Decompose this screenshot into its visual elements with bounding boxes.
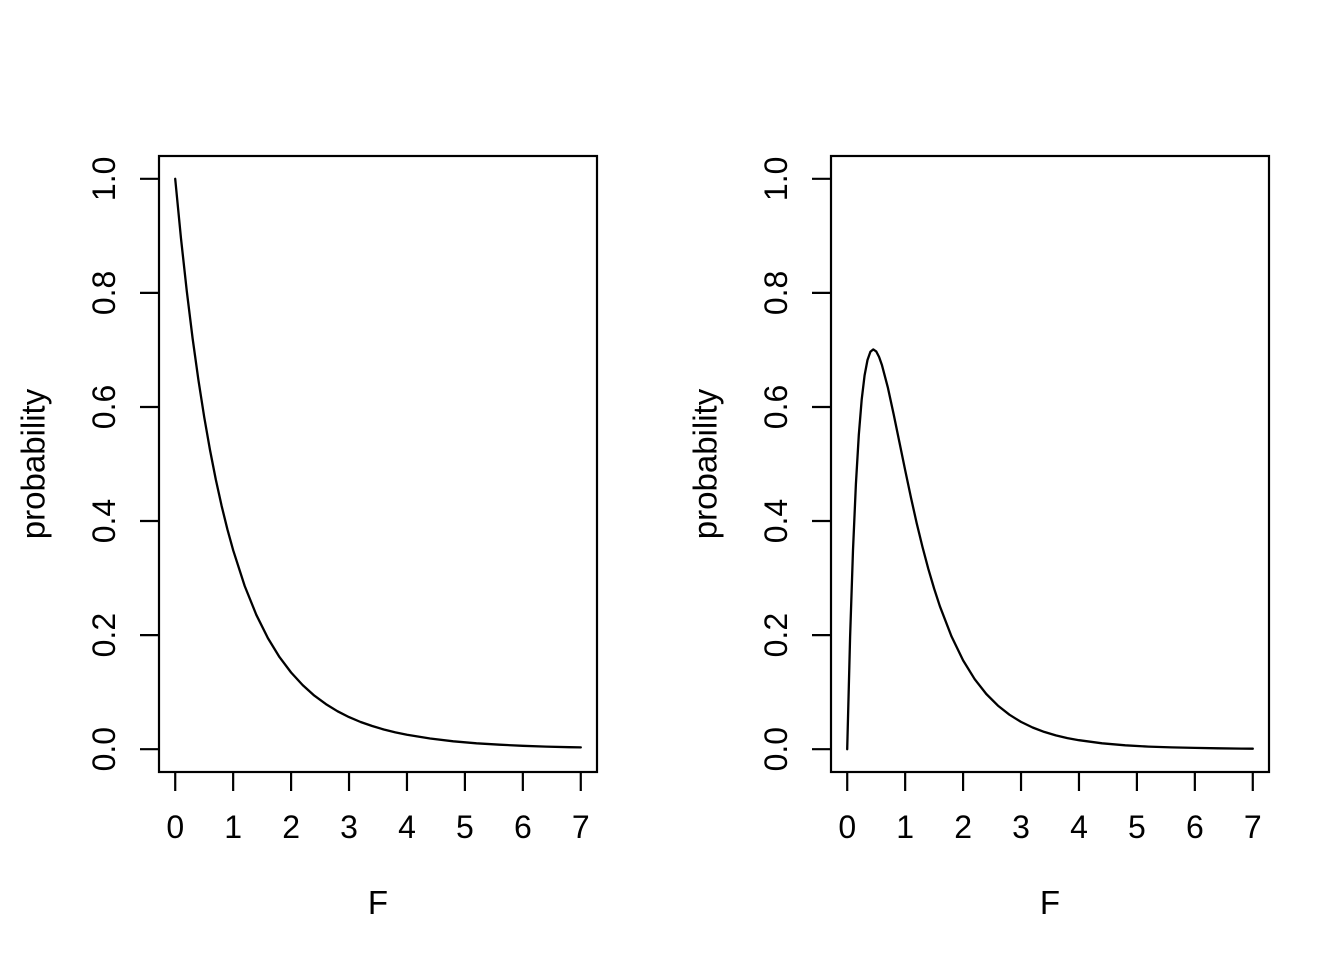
panel-right: 0 1 2 3 4 5 6 7 0.0 0.2 0.4 0.6 0.8 1.0 F probability [672,0,1344,960]
y-tick-label: 0.6 [758,385,794,429]
panel-left: 0 1 2 3 4 5 6 7 0.0 0.2 0.4 0.6 0.8 1.0 F probability [15,154,599,921]
left-plot-svg: 0 1 2 3 4 5 6 7 0.0 0.2 0.4 0.6 0.8 1.0 F probability [15,154,599,921]
y-tick-label: 0.0 [86,727,122,771]
y-axis-title: probability [15,388,52,539]
plot-box [157,154,599,774]
density-curve [174,177,582,749]
plot-box [829,154,1271,774]
y-tick-label: 0.2 [86,613,122,657]
x-tick-label: 5 [456,809,474,845]
x-tick-label: 0 [838,809,856,845]
x-axis-title: F [1040,884,1060,921]
y-tick-label: 0.4 [86,499,122,543]
y-tick-label: 0.8 [758,271,794,315]
x-tick-label: 4 [1070,809,1088,845]
density-curve [846,348,1254,751]
x-tick-label: 7 [572,809,590,845]
y-tick-label: 0.8 [86,271,122,315]
y-tick-label: 0.0 [758,727,794,771]
y-tick-label: 0.2 [758,613,794,657]
x-tick-label: 1 [896,809,914,845]
x-tick-label: 5 [1128,809,1146,845]
y-axis-title: probability [687,388,724,539]
y-tick-label: 1.0 [86,157,122,201]
y-tick-label: 1.0 [758,157,794,201]
x-axis-title: F [368,884,388,921]
x-tick-label: 0 [166,809,184,845]
y-tick-label: 0.6 [86,385,122,429]
x-tick-label: 6 [514,809,532,845]
x-tick-label: 6 [1186,809,1204,845]
x-tick-label: 7 [1244,809,1262,845]
x-tick-label: 4 [398,809,416,845]
x-tick-label: 2 [954,809,972,845]
x-tick-label: 3 [1012,809,1030,845]
x-tick-label: 1 [224,809,242,845]
right-plot-svg: 0 1 2 3 4 5 6 7 0.0 0.2 0.4 0.6 0.8 1.0 F probability [687,154,1271,921]
x-tick-label: 3 [340,809,358,845]
x-tick-label: 2 [282,809,300,845]
y-tick-label: 0.4 [758,499,794,543]
